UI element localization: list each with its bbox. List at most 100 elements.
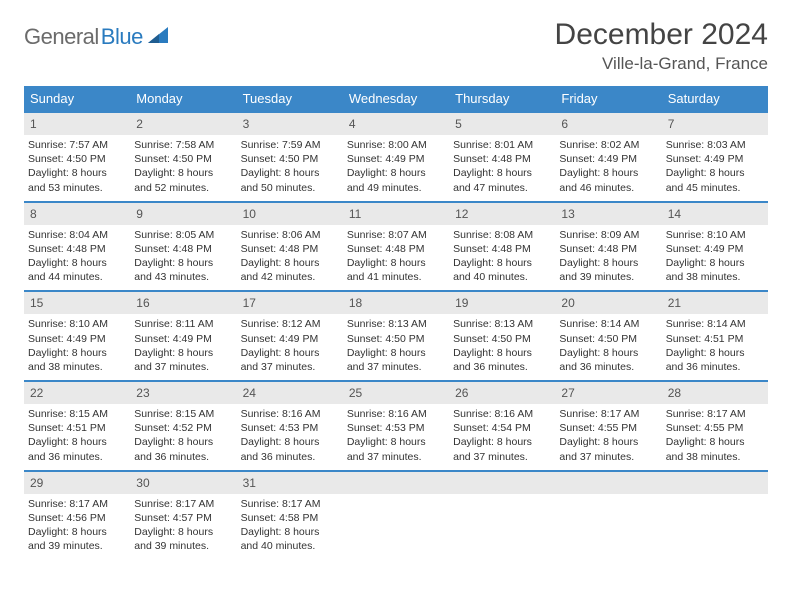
- daylight-line: and 38 minutes.: [28, 360, 126, 374]
- sunset-line: Sunset: 4:50 PM: [241, 152, 339, 166]
- sunset-line: Sunset: 4:48 PM: [28, 242, 126, 256]
- sunrise-line: Sunrise: 7:58 AM: [134, 138, 232, 152]
- calendar-table: SundayMondayTuesdayWednesdayThursdayFrid…: [24, 86, 768, 559]
- day-cell: 26Sunrise: 8:16 AMSunset: 4:54 PMDayligh…: [449, 381, 555, 471]
- day-cell: 3Sunrise: 7:59 AMSunset: 4:50 PMDaylight…: [237, 112, 343, 202]
- sunset-line: Sunset: 4:57 PM: [134, 511, 232, 525]
- day-number: 19: [449, 292, 555, 314]
- day-number: 22: [24, 382, 130, 404]
- daylight-line: and 42 minutes.: [241, 270, 339, 284]
- day-number: 29: [24, 472, 130, 494]
- daylight-line: and 40 minutes.: [453, 270, 551, 284]
- sunrise-line: Sunrise: 8:17 AM: [666, 407, 764, 421]
- sunrise-line: Sunrise: 8:09 AM: [559, 228, 657, 242]
- daylight-line: Daylight: 8 hours: [134, 256, 232, 270]
- sunrise-line: Sunrise: 7:59 AM: [241, 138, 339, 152]
- day-number: 15: [24, 292, 130, 314]
- daylight-line: and 36 minutes.: [134, 450, 232, 464]
- daylight-line: and 49 minutes.: [347, 181, 445, 195]
- day-number: 4: [343, 113, 449, 135]
- day-cell: 24Sunrise: 8:16 AMSunset: 4:53 PMDayligh…: [237, 381, 343, 471]
- day-number: 25: [343, 382, 449, 404]
- daylight-line: Daylight: 8 hours: [134, 166, 232, 180]
- daylight-line: and 36 minutes.: [559, 360, 657, 374]
- day-number: 1: [24, 113, 130, 135]
- daylight-line: Daylight: 8 hours: [666, 346, 764, 360]
- sunset-line: Sunset: 4:53 PM: [347, 421, 445, 435]
- sunset-line: Sunset: 4:55 PM: [559, 421, 657, 435]
- day-number: 13: [555, 203, 661, 225]
- sunset-line: Sunset: 4:54 PM: [453, 421, 551, 435]
- day-cell: 23Sunrise: 8:15 AMSunset: 4:52 PMDayligh…: [130, 381, 236, 471]
- week-row: 8Sunrise: 8:04 AMSunset: 4:48 PMDaylight…: [24, 202, 768, 292]
- sunrise-line: Sunrise: 7:57 AM: [28, 138, 126, 152]
- day-cell: 4Sunrise: 8:00 AMSunset: 4:49 PMDaylight…: [343, 112, 449, 202]
- daylight-line: Daylight: 8 hours: [241, 525, 339, 539]
- daylight-line: Daylight: 8 hours: [28, 525, 126, 539]
- sunrise-line: Sunrise: 8:14 AM: [666, 317, 764, 331]
- day-number: 21: [662, 292, 768, 314]
- daylight-line: and 46 minutes.: [559, 181, 657, 195]
- daylight-line: Daylight: 8 hours: [241, 256, 339, 270]
- sunrise-line: Sunrise: 8:13 AM: [453, 317, 551, 331]
- day-cell: 12Sunrise: 8:08 AMSunset: 4:48 PMDayligh…: [449, 202, 555, 292]
- sunset-line: Sunset: 4:49 PM: [241, 332, 339, 346]
- sunset-line: Sunset: 4:51 PM: [666, 332, 764, 346]
- calendar-body: 1Sunrise: 7:57 AMSunset: 4:50 PMDaylight…: [24, 112, 768, 559]
- day-cell: 8Sunrise: 8:04 AMSunset: 4:48 PMDaylight…: [24, 202, 130, 292]
- sunrise-line: Sunrise: 8:17 AM: [28, 497, 126, 511]
- day-header-saturday: Saturday: [662, 86, 768, 112]
- day-cell: 7Sunrise: 8:03 AMSunset: 4:49 PMDaylight…: [662, 112, 768, 202]
- day-header-monday: Monday: [130, 86, 236, 112]
- sunset-line: Sunset: 4:49 PM: [347, 152, 445, 166]
- day-number: [662, 472, 768, 494]
- daylight-line: and 38 minutes.: [666, 270, 764, 284]
- daylight-line: Daylight: 8 hours: [559, 166, 657, 180]
- day-cell: 30Sunrise: 8:17 AMSunset: 4:57 PMDayligh…: [130, 471, 236, 560]
- title-block: December 2024 Ville-la-Grand, France: [555, 18, 768, 74]
- daylight-line: and 37 minutes.: [559, 450, 657, 464]
- sunset-line: Sunset: 4:58 PM: [241, 511, 339, 525]
- day-cell: 27Sunrise: 8:17 AMSunset: 4:55 PMDayligh…: [555, 381, 661, 471]
- sunrise-line: Sunrise: 8:04 AM: [28, 228, 126, 242]
- day-number: 14: [662, 203, 768, 225]
- daylight-line: Daylight: 8 hours: [666, 256, 764, 270]
- day-number: 27: [555, 382, 661, 404]
- daylight-line: Daylight: 8 hours: [666, 435, 764, 449]
- day-cell: 13Sunrise: 8:09 AMSunset: 4:48 PMDayligh…: [555, 202, 661, 292]
- day-cell: 28Sunrise: 8:17 AMSunset: 4:55 PMDayligh…: [662, 381, 768, 471]
- day-cell: 31Sunrise: 8:17 AMSunset: 4:58 PMDayligh…: [237, 471, 343, 560]
- week-row: 1Sunrise: 7:57 AMSunset: 4:50 PMDaylight…: [24, 112, 768, 202]
- daylight-line: and 36 minutes.: [241, 450, 339, 464]
- sunrise-line: Sunrise: 8:17 AM: [559, 407, 657, 421]
- day-number: 8: [24, 203, 130, 225]
- day-number: 30: [130, 472, 236, 494]
- empty-cell: [449, 471, 555, 560]
- sunset-line: Sunset: 4:52 PM: [134, 421, 232, 435]
- sunset-line: Sunset: 4:48 PM: [347, 242, 445, 256]
- day-cell: 22Sunrise: 8:15 AMSunset: 4:51 PMDayligh…: [24, 381, 130, 471]
- day-number: 20: [555, 292, 661, 314]
- day-cell: 20Sunrise: 8:14 AMSunset: 4:50 PMDayligh…: [555, 291, 661, 381]
- sunrise-line: Sunrise: 8:16 AM: [241, 407, 339, 421]
- sunset-line: Sunset: 4:48 PM: [134, 242, 232, 256]
- day-number: 11: [343, 203, 449, 225]
- daylight-line: and 39 minutes.: [559, 270, 657, 284]
- day-cell: 18Sunrise: 8:13 AMSunset: 4:50 PMDayligh…: [343, 291, 449, 381]
- day-cell: 10Sunrise: 8:06 AMSunset: 4:48 PMDayligh…: [237, 202, 343, 292]
- day-cell: 15Sunrise: 8:10 AMSunset: 4:49 PMDayligh…: [24, 291, 130, 381]
- daylight-line: Daylight: 8 hours: [28, 346, 126, 360]
- daylight-line: and 37 minutes.: [453, 450, 551, 464]
- logo-text-general: General: [24, 24, 99, 50]
- sunrise-line: Sunrise: 8:17 AM: [134, 497, 232, 511]
- daylight-line: and 45 minutes.: [666, 181, 764, 195]
- sunrise-line: Sunrise: 8:13 AM: [347, 317, 445, 331]
- daylight-line: and 37 minutes.: [347, 450, 445, 464]
- week-row: 22Sunrise: 8:15 AMSunset: 4:51 PMDayligh…: [24, 381, 768, 471]
- day-cell: 2Sunrise: 7:58 AMSunset: 4:50 PMDaylight…: [130, 112, 236, 202]
- day-number: 17: [237, 292, 343, 314]
- day-cell: 21 Sunrise: 8:14 AMSunset: 4:51 PMDayligh…: [662, 291, 768, 381]
- sunset-line: Sunset: 4:49 PM: [666, 242, 764, 256]
- day-cell: 5Sunrise: 8:01 AMSunset: 4:48 PMDaylight…: [449, 112, 555, 202]
- sunset-line: Sunset: 4:50 PM: [134, 152, 232, 166]
